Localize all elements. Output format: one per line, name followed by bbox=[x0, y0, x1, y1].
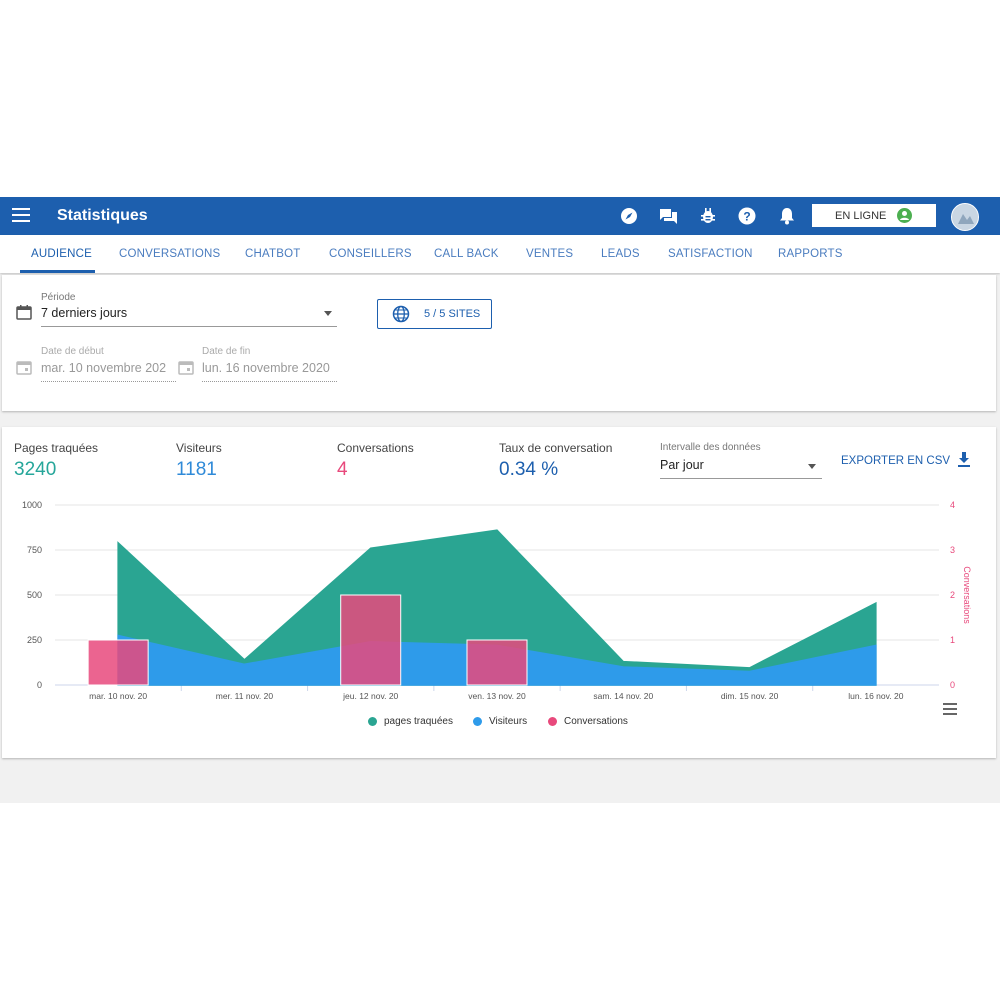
statistics-card: Pages traquées 3240 Visiteurs 1181 Conve… bbox=[2, 427, 996, 758]
end-date-value: lun. 16 novembre 2020 bbox=[202, 361, 330, 375]
x-tick-label: mer. 11 nov. 20 bbox=[216, 691, 274, 701]
kpi-conversations-value: 4 bbox=[337, 459, 348, 480]
start-date-input[interactable]: mar. 10 novembre 202 bbox=[41, 359, 176, 383]
tab-bar: AUDIENCE CONVERSATIONS CHATBOT CONSEILLE… bbox=[0, 235, 1000, 273]
y-tick-label-right: 2 bbox=[950, 590, 955, 600]
y-tick-label-left: 0 bbox=[37, 680, 42, 690]
y-tick-label-left: 250 bbox=[27, 635, 42, 645]
kpi-pages-label: Pages traquées bbox=[14, 441, 99, 455]
y-tick-label-left: 500 bbox=[27, 590, 42, 600]
tab-rapports[interactable]: RAPPORTS bbox=[778, 248, 843, 260]
kpi-pages-value: 3240 bbox=[14, 459, 57, 480]
tab-audience[interactable]: AUDIENCE bbox=[31, 248, 93, 260]
y-tick-label-right: 0 bbox=[950, 680, 955, 690]
status-label: EN LIGNE bbox=[835, 210, 887, 222]
audience-chart: 0 250 500 750 1000 0 1 2 3 4 Conversations mar. 10 … bbox=[22, 500, 972, 701]
legend-dot bbox=[368, 717, 377, 726]
help-icon[interactable]: ? bbox=[737, 206, 757, 226]
kpi-rate-value: 0.34 % bbox=[499, 459, 559, 480]
legend-dot bbox=[473, 717, 482, 726]
globe-icon bbox=[392, 305, 410, 326]
user-status-icon bbox=[897, 208, 912, 223]
period-underline bbox=[41, 326, 337, 327]
tab-conversations[interactable]: CONVERSATIONS bbox=[119, 248, 221, 260]
y-tick-label-right: 1 bbox=[950, 635, 955, 645]
y-tick-label-right: 4 bbox=[950, 500, 955, 510]
y-tick-label-left: 750 bbox=[27, 545, 42, 555]
bug-icon[interactable] bbox=[698, 206, 718, 226]
end-date-underline bbox=[202, 381, 337, 382]
end-date-input[interactable]: lun. 16 novembre 2020 bbox=[202, 359, 337, 383]
legend-label: pages traquées bbox=[384, 716, 453, 727]
active-tab-indicator bbox=[20, 270, 95, 273]
online-status-toggle[interactable]: EN LIGNE bbox=[812, 204, 936, 227]
conversation-bar bbox=[87, 639, 149, 686]
calendar-icon bbox=[16, 304, 32, 325]
x-tick-label: mar. 10 nov. 20 bbox=[89, 691, 147, 701]
avatar[interactable] bbox=[951, 203, 979, 231]
kpi-visitors-value: 1181 bbox=[176, 459, 217, 480]
kpi-conversations-label: Conversations bbox=[337, 441, 414, 455]
top-bar: Statistiques ? EN LIGNE bbox=[0, 197, 1000, 235]
start-date-value: mar. 10 novembre 202 bbox=[41, 361, 167, 375]
pages-area bbox=[117, 529, 877, 686]
y-axis-title-right: Conversations bbox=[962, 566, 972, 624]
interval-value: Par jour bbox=[660, 458, 704, 472]
export-csv-link[interactable]: EXPORTER EN CSV bbox=[841, 455, 951, 467]
x-tick-label: dim. 15 nov. 20 bbox=[721, 691, 779, 701]
y-tick-label-left: 1000 bbox=[22, 500, 42, 510]
sites-button-label: 5 / 5 SITES bbox=[424, 308, 481, 320]
compass-icon[interactable] bbox=[619, 206, 639, 226]
legend-dot bbox=[548, 717, 557, 726]
interval-underline bbox=[660, 478, 822, 479]
sites-button[interactable]: 5 / 5 SITES bbox=[377, 299, 492, 329]
tab-chatbot[interactable]: CHATBOT bbox=[245, 248, 301, 260]
download-icon[interactable] bbox=[956, 451, 972, 474]
menu-icon[interactable] bbox=[12, 208, 30, 224]
legend-label: Visiteurs bbox=[489, 716, 528, 727]
legend-item-pages[interactable]: pages traquées bbox=[368, 716, 453, 727]
tab-conseillers[interactable]: CONSEILLERS bbox=[329, 248, 412, 260]
chat-icon[interactable] bbox=[658, 206, 678, 226]
conversation-bar bbox=[340, 594, 402, 686]
start-date-underline bbox=[41, 381, 176, 382]
tab-satisfaction[interactable]: SATISFACTION bbox=[668, 248, 753, 260]
chevron-down-icon bbox=[324, 311, 332, 316]
tab-leads[interactable]: LEADS bbox=[601, 248, 640, 260]
chart-menu-icon[interactable] bbox=[943, 703, 957, 715]
period-value: 7 derniers jours bbox=[41, 306, 128, 320]
legend-label: Conversations bbox=[564, 716, 628, 727]
start-date-label: Date de début bbox=[41, 346, 104, 357]
interval-label: Intervalle des données bbox=[660, 442, 761, 453]
bell-icon[interactable] bbox=[777, 206, 797, 226]
x-tick-label: sam. 14 nov. 20 bbox=[593, 691, 653, 701]
legend-item-visitors[interactable]: Visiteurs bbox=[473, 716, 527, 727]
end-date-label: Date de fin bbox=[202, 346, 251, 357]
x-tick-label: jeu. 12 nov. 20 bbox=[342, 691, 398, 701]
end-calendar-icon bbox=[178, 359, 194, 380]
legend-item-conversations[interactable]: Conversations bbox=[548, 716, 628, 727]
interval-select[interactable]: Par jour bbox=[660, 455, 822, 479]
y-tick-label-right: 3 bbox=[950, 545, 955, 555]
tab-call-back[interactable]: CALL BACK bbox=[434, 248, 499, 260]
page-title: Statistiques bbox=[57, 207, 148, 224]
period-select[interactable]: 7 derniers jours bbox=[41, 303, 337, 327]
svg-text:?: ? bbox=[743, 210, 750, 224]
kpi-rate-label: Taux de conversation bbox=[499, 441, 613, 455]
kpi-visitors-label: Visiteurs bbox=[176, 441, 222, 455]
conversation-bar bbox=[466, 639, 528, 686]
x-tick-label: lun. 16 nov. 20 bbox=[848, 691, 903, 701]
app-window: Statistiques ? EN LIGNE AUDIENCE CONVERS bbox=[0, 197, 1000, 803]
start-calendar-icon bbox=[16, 359, 32, 380]
tab-ventes[interactable]: VENTES bbox=[526, 248, 574, 260]
period-label: Période bbox=[41, 292, 76, 303]
x-tick-label: ven. 13 nov. 20 bbox=[468, 691, 526, 701]
chevron-down-icon bbox=[808, 464, 816, 469]
filters-card: Période 7 derniers jours 5 / 5 SITES Dat… bbox=[2, 275, 996, 411]
